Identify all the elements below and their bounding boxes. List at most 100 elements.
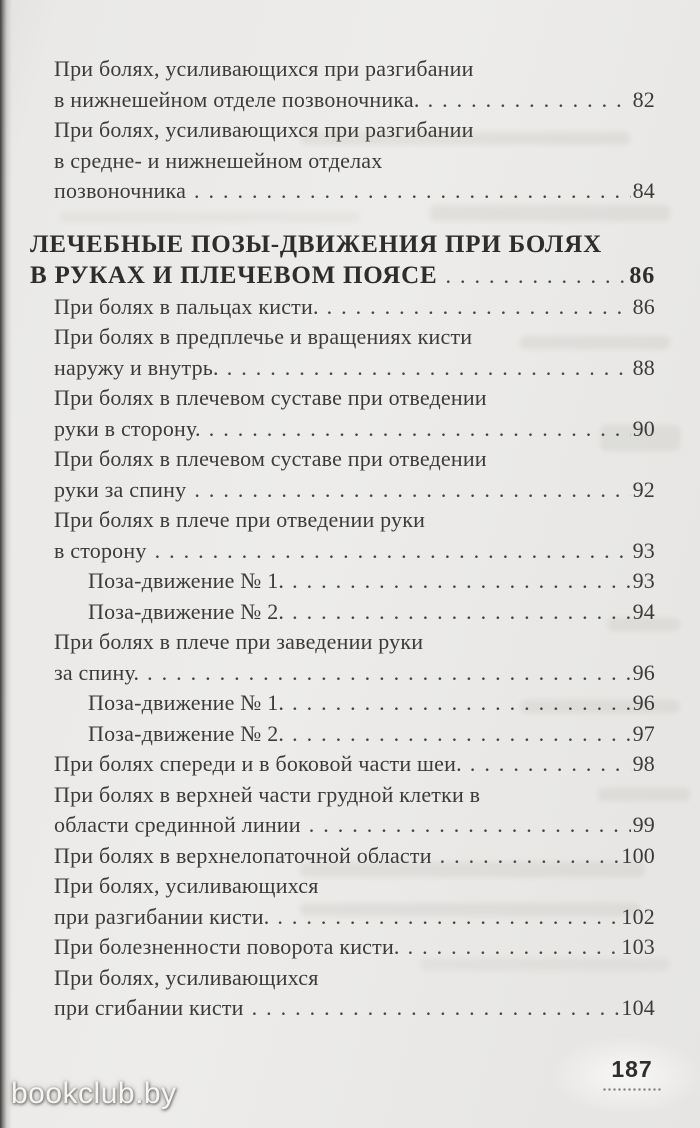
toc-entry-line: в сторону...............................… [54,536,655,567]
table-of-contents: При болях, усиливающихся при разгибании в… [0,54,655,1024]
toc-entry-text: В РУКАХ И ПЛЕЧЕВОМ ПОЯСЕ [30,261,438,289]
dotted-rule [603,1088,661,1091]
toc-entry-text: При болях в плече при заведении руки [54,629,424,654]
toc-entry-text: При болях в плечевом суставе при отведен… [54,446,487,471]
toc-entry-text: При болях в верхней части грудной клетки… [54,781,481,807]
toc-page-number: 93 [632,568,655,593]
toc-page-number: 86 [629,262,655,289]
dot-leader: ........................................… [226,354,631,380]
toc-entry-text: в средне- и нижнешейном отделах [54,147,383,173]
toc-page-number: 88 [632,354,655,380]
toc-entry-text: При болях спереди и в боковой части шеи. [54,751,462,776]
toc-entry-text: наружу и внутрь. [54,354,219,380]
toc-entry: Поза-движение № 2.......................… [88,719,655,750]
dot-leader: ........................................… [407,934,620,959]
toc-entry: При болях в плече при отведении руки в ст… [54,505,655,566]
dot-leader: ........................................… [445,262,627,288]
toc-entry-text: При болях в плече при отведении руки [54,507,426,532]
toc-entry: При болезненности поворота кисти........… [54,932,655,963]
toc-entry-line: Поза-движение № 1.......................… [88,688,655,719]
toc-entry: При болях в плече при заведении руки за с… [54,627,655,688]
toc-entry-text: при разгибании кисти. [54,903,270,929]
toc-entry: При болях спереди и в боковой части шеи.… [54,749,655,780]
dot-leader: ........................................… [147,659,630,685]
toc-entry: При болях, усиливающихся при разгибании в… [54,54,655,115]
toc-entry-line: наружу и внутрь.........................… [54,353,655,384]
toc-entry-text: в сторону [54,537,147,563]
toc-entry-line: области срединной линии.................… [54,810,655,841]
toc-page-number: 96 [632,690,655,715]
toc-page-number: 103 [621,934,655,959]
toc-entry-line: за спину................................… [54,658,655,689]
toc-entry-text: Поза-движение № 2. [88,720,285,746]
toc-page-number: 84 [632,178,655,203]
toc-entry-text: за спину. [54,659,140,685]
toc-page-number: 96 [632,659,655,685]
toc-entry-line: при разгибании кисти....................… [54,902,655,933]
toc-entry-text: При болях, усиливающихся при разгибании [54,117,474,142]
toc-entry-line: При болях спереди и в боковой части шеи.… [54,749,655,780]
dot-leader: ........................................… [292,720,630,746]
page-number-block: 187 [592,1056,672,1091]
toc-entry-line: в нижнешейном отделе позвоночника.......… [54,85,655,116]
toc-entry-line: При болях в верхней части грудной клетки… [54,780,655,811]
toc-entry: При болях в плечевом суставе при отведен… [54,383,655,444]
toc-entry: При болях в верхнелопаточной области....… [54,841,655,872]
toc-entry-text: руки за спину [54,476,187,502]
toc-page-number: 86 [632,293,655,319]
toc-entry: При болях, усиливающихся при разгибании в… [54,115,655,207]
toc-entry-text: Поза-движение № 1. [88,690,285,715]
dot-leader: ........................................… [427,86,631,112]
dot-leader: ........................................… [292,598,630,624]
dot-leader: ........................................… [292,690,630,715]
toc-entry-line: При болях, усиливающихся при разгибании [54,115,655,146]
dot-leader: ........................................… [194,476,630,502]
toc-entry-line: Поза-движение № 2.......................… [88,719,655,750]
toc-page-number: 92 [632,476,655,502]
toc-entry-line: при сгибании кисти......................… [54,993,655,1024]
toc-entry-line: ЛЕЧЕБНЫЕ ПОЗЫ-ДВИЖЕНИЯ ПРИ БОЛЯХ [30,229,655,260]
dot-leader: ........................................… [469,751,631,776]
toc-entry-line: В РУКАХ И ПЛЕЧЕВОМ ПОЯСЕ................… [30,260,655,292]
toc-section-heading: ЛЕЧЕБНЫЕ ПОЗЫ-ДВИЖЕНИЯ ПРИ БОЛЯХ В РУКАХ … [30,229,655,292]
dot-leader: ........................................… [251,995,620,1020]
toc-entry-line: Поза-движение № 2.......................… [88,597,655,628]
toc-entry-line: При болях, усиливающихся [54,871,655,902]
toc-page-number: 93 [632,537,655,563]
toc-entry-line: При болях в плече при заведении руки [54,627,655,658]
toc-entry: При болях в предплечье и вращениях кисти… [54,322,655,383]
dot-leader: ........................................… [208,415,631,441]
toc-entry: Поза-движение № 2.......................… [88,597,655,628]
toc-entry-line: в средне- и нижнешейном отделах [54,146,655,177]
toc-entry-line: При болях в верхнелопаточной области....… [54,841,655,872]
toc-entry-line: При болезненности поворота кисти........… [54,932,655,963]
toc-page-number: 100 [621,842,655,868]
toc-entry-text: При болезненности поворота кисти. [54,934,400,959]
toc-entry-text: При болях, усиливающихся [54,873,319,898]
watermark: bookclub.by [11,1077,177,1110]
dot-leader: ........................................… [308,812,631,837]
dot-leader: ........................................… [194,178,631,203]
dot-leader: ........................................… [439,842,620,868]
toc-entry-text: При болях, усиливающихся при разгибании [54,56,474,81]
toc-entry: При болях в верхней части грудной клетки… [54,780,655,841]
toc-entry-text: при сгибании кисти [54,995,244,1020]
toc-entry-text: ЛЕЧЕБНЫЕ ПОЗЫ-ДВИЖЕНИЯ ПРИ БОЛЯХ [30,230,602,258]
toc-entry-line: При болях, усиливающихся при разгибании [54,54,655,85]
dot-leader: ........................................… [292,568,630,593]
toc-page-number: 104 [621,995,655,1020]
dot-leader: ........................................… [277,903,619,929]
page-number: 187 [611,1056,653,1082]
toc-entry-text: При болях в предплечье и вращениях кисти [54,324,473,349]
toc-entry: При болях, усиливающихся при сгибании кис… [54,963,655,1024]
toc-entry-text: позвоночника [54,178,187,203]
toc-entry-line: При болях, усиливающихся [54,963,655,994]
toc-page-number: 97 [632,720,655,746]
toc-entry-text: При болях в пальцах кисти. [54,293,319,319]
toc-page-number: 90 [632,415,655,441]
toc-entry: Поза-движение № 1.......................… [88,566,655,597]
toc-entry-line: При болях в плече при отведении руки [54,505,655,536]
toc-page-number: 102 [621,903,655,929]
toc-entry: При болях в пальцах кисти...............… [54,292,655,323]
